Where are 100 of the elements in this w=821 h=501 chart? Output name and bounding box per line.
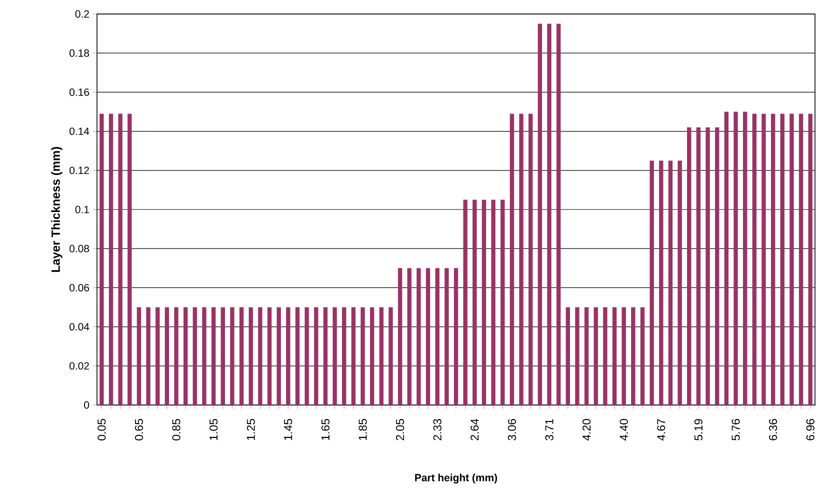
bar <box>762 114 766 405</box>
bar <box>435 268 440 405</box>
bar <box>128 114 132 405</box>
y-tick-label: 0.18 <box>70 49 90 57</box>
x-tick-label: 6.36 <box>768 419 778 440</box>
x-tick-label: 6.96 <box>806 419 814 440</box>
y-tick-label: 0.02 <box>70 362 89 370</box>
bar <box>220 307 225 405</box>
y-axis-title: Layer Thickness (mm) <box>51 146 62 272</box>
bar <box>510 114 514 405</box>
bar <box>687 127 692 405</box>
x-tick-label: 0.65 <box>134 419 144 440</box>
bar <box>454 268 458 405</box>
x-tick-label: 5.19 <box>694 419 702 440</box>
bar <box>342 307 346 405</box>
bar <box>398 268 402 405</box>
bar <box>136 307 142 405</box>
bar <box>696 127 701 405</box>
bar <box>491 200 496 405</box>
y-tick-label: 0.08 <box>70 244 90 252</box>
bar <box>659 160 664 405</box>
bar <box>416 268 421 405</box>
bar <box>650 160 654 405</box>
x-tick-label: 3.06 <box>508 419 516 440</box>
x-tick-label: 5.76 <box>732 419 740 440</box>
bar <box>594 307 598 405</box>
x-axis-title: Part height (mm) <box>415 474 498 484</box>
bar <box>323 307 328 405</box>
bar <box>146 307 150 405</box>
x-tick-label: 1.65 <box>321 419 330 440</box>
bar <box>742 112 748 405</box>
bar <box>798 114 804 405</box>
bar <box>379 307 384 405</box>
bar <box>304 307 309 405</box>
bar <box>286 307 290 405</box>
bar <box>230 307 234 405</box>
y-tick-label: 0.06 <box>70 284 90 292</box>
bar <box>678 160 682 405</box>
bar <box>752 114 756 405</box>
x-tick-label: 2.05 <box>396 419 404 440</box>
y-tick-label: 0.1 <box>75 206 89 214</box>
bar <box>388 307 393 405</box>
bar <box>566 307 570 405</box>
x-tick-label: 2.64 <box>470 418 479 440</box>
bar <box>276 307 281 405</box>
bar <box>780 114 784 405</box>
bar <box>267 307 272 405</box>
bar <box>528 114 533 405</box>
bar <box>108 114 114 405</box>
bar <box>118 114 122 405</box>
bar <box>547 24 552 405</box>
bar <box>724 112 729 405</box>
x-tick-label: 1.45 <box>284 419 292 440</box>
x-tick-label: 4.67 <box>657 419 666 441</box>
bar <box>472 200 477 405</box>
bar <box>426 268 430 405</box>
y-tick-label: 0.04 <box>70 323 90 331</box>
y-tick-label: 0.14 <box>70 128 90 136</box>
bar <box>351 307 356 405</box>
bar <box>211 307 216 405</box>
bar <box>584 307 589 405</box>
bar <box>575 307 580 405</box>
bar <box>706 127 710 405</box>
bar <box>790 114 794 405</box>
bar <box>370 307 374 405</box>
y-tick-label: 0.16 <box>70 88 90 96</box>
bar <box>808 114 812 405</box>
bar <box>248 307 253 405</box>
x-tick-label: 1.05 <box>210 419 218 440</box>
x-tick-label: 1.85 <box>358 419 367 440</box>
bar <box>314 307 318 405</box>
bar <box>100 114 104 405</box>
bar <box>444 268 449 405</box>
x-tick-label: 4.20 <box>582 418 591 441</box>
x-tick-label: 1.25 <box>246 419 255 440</box>
bar <box>500 200 505 405</box>
y-tick-label: 0.2 <box>75 10 89 18</box>
y-tick-label: 0 <box>84 401 90 409</box>
bar <box>202 307 206 405</box>
bar <box>612 307 617 405</box>
bar <box>183 307 188 405</box>
bar <box>715 127 720 405</box>
x-tick-label: 0.85 <box>172 419 180 440</box>
bar <box>519 114 524 405</box>
bar <box>734 112 738 405</box>
bar <box>640 307 645 405</box>
bar <box>360 307 365 405</box>
bar <box>603 307 608 405</box>
bar <box>332 307 337 405</box>
bar <box>407 268 412 405</box>
y-tick-label: 0.12 <box>70 166 89 174</box>
bar <box>622 307 626 405</box>
x-tick-label: 2.33 <box>433 419 442 440</box>
x-tick-label: 4.40 <box>620 418 628 441</box>
bar <box>258 307 262 405</box>
x-tick-label: 3.71 <box>545 419 554 440</box>
bar <box>556 24 561 405</box>
bar <box>164 307 170 405</box>
bar <box>463 200 468 405</box>
bar <box>482 200 486 405</box>
